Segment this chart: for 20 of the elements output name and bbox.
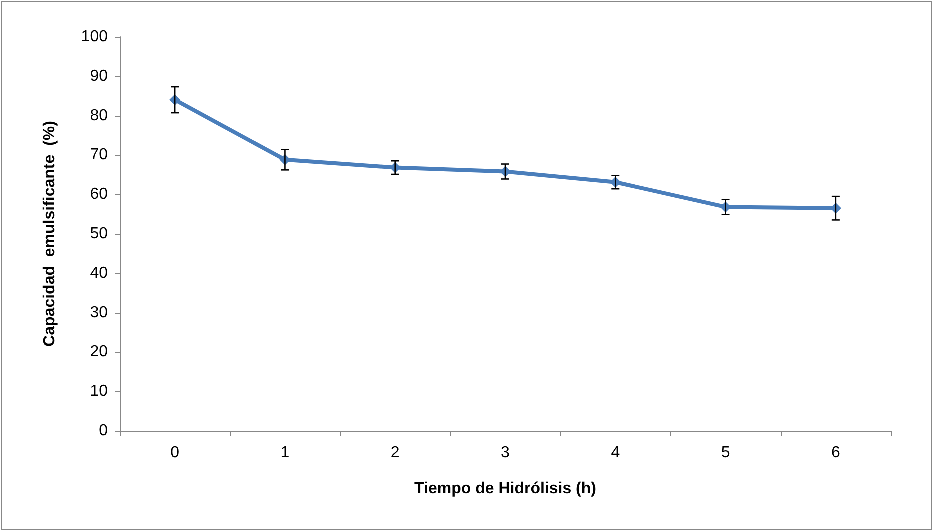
y-tick-label: 10: [90, 383, 108, 400]
x-axis-title: Tiempo de Hidrólisis (h): [414, 480, 596, 498]
y-tick-label: 100: [81, 28, 108, 46]
x-tick-label: 2: [390, 444, 400, 462]
x-tick-label: 6: [831, 444, 840, 462]
x-tick-label: 5: [721, 444, 730, 462]
y-tick-label: 0: [99, 422, 108, 440]
x-tick-label: 4: [611, 444, 620, 462]
y-tick-label: 60: [90, 186, 108, 204]
y-tick-label: 70: [90, 146, 108, 164]
y-tick-label: 30: [90, 304, 108, 322]
y-tick-label: 40: [90, 264, 108, 282]
y-tick-label: 20: [90, 344, 108, 361]
y-tick-label: 80: [90, 107, 108, 124]
x-tick-label: 1: [280, 444, 290, 462]
y-tick-label: 50: [90, 226, 108, 242]
y-axis-title: Capacidad emulsificante (%): [42, 121, 58, 347]
x-tick-label: 0: [170, 444, 180, 462]
x-tick-label: 3: [501, 444, 510, 462]
y-tick-label: 90: [90, 68, 108, 85]
